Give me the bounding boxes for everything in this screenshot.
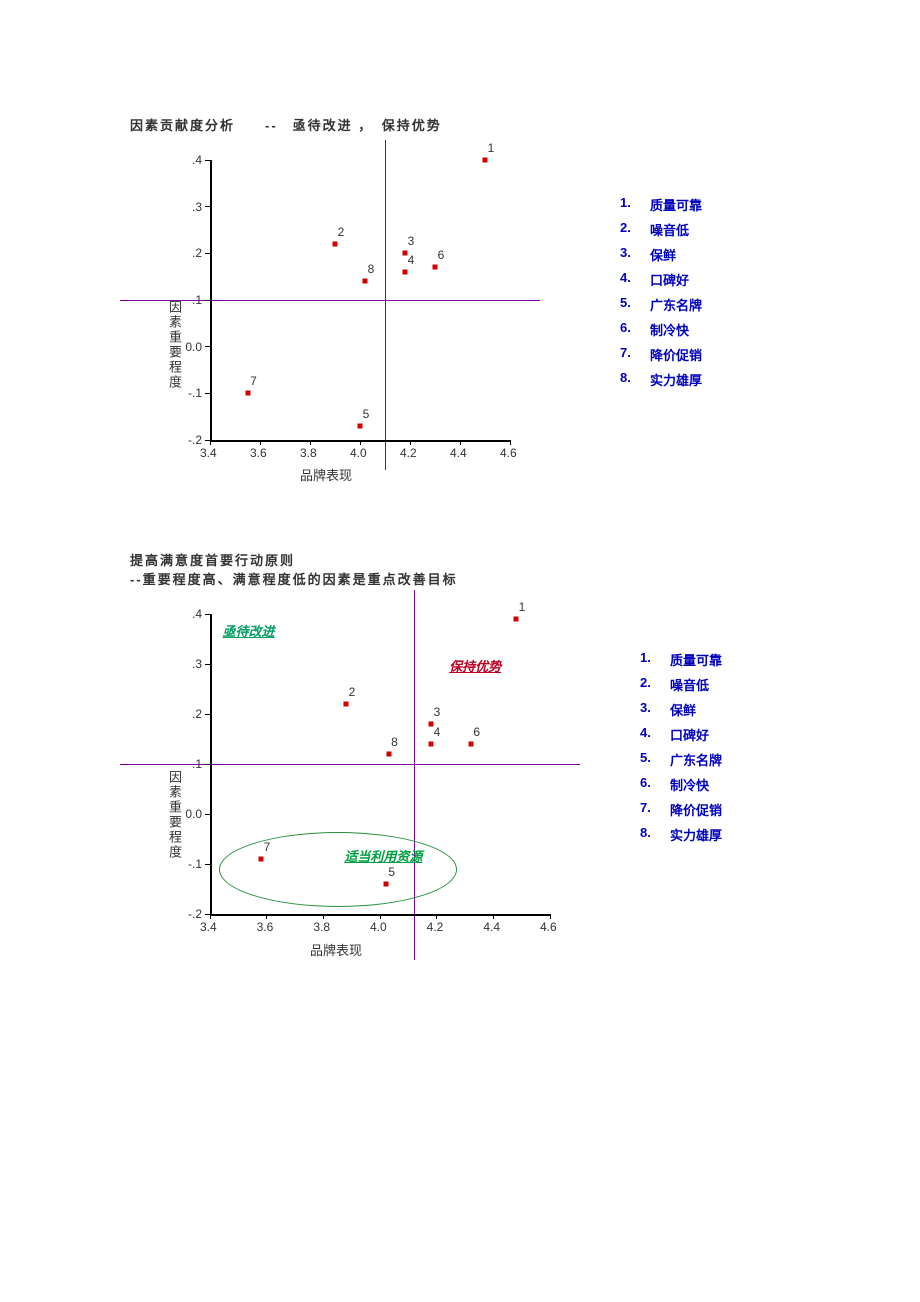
chart2-title: 提高满意度首要行动原则 --重要程度高、满意程度低的因素是重点改善目标 [130,550,458,588]
data-point-label: 7 [264,840,271,854]
ytick-label: 0.0 [185,807,202,821]
xtick-label: 4.0 [370,920,387,934]
data-point-1 [514,617,519,622]
data-point-5 [358,424,363,429]
xtick-label: 4.4 [450,446,467,460]
ytick-label: .4 [192,607,202,621]
legend-item: 7.降价促销 [620,345,702,364]
legend-item: 7.降价促销 [640,800,722,819]
xtick-label: 3.8 [313,920,330,934]
xtick-label: 4.2 [400,446,417,460]
quadrant-label: 保持优势 [449,656,501,675]
quadrant-label: 适当利用资源 [344,846,422,865]
chart2-ylabel: 因素重要程度 [165,770,184,860]
chart1-ylabel: 因素重要程度 [165,300,184,390]
legend-item: 4.口碑好 [640,725,722,744]
data-point-label: 4 [434,725,441,739]
data-point-label: 1 [488,141,495,155]
ytick-label: .1 [192,757,202,771]
ytick-label: .1 [192,293,202,307]
ytick-label: .3 [192,200,202,214]
ytick-label: 0.0 [185,340,202,354]
xtick-label: 4.6 [540,920,557,934]
xtick-label: 3.6 [257,920,274,934]
legend-item: 2.噪音低 [640,675,722,694]
page: 因素贡献度分析 -- 亟待改进 ， 保持优势 3.43.63.84.04.24.… [0,0,920,1302]
legend-item: 5.广东名牌 [620,295,702,314]
data-point-2 [344,702,349,707]
xtick-label: 3.4 [200,920,217,934]
chart2-xlabel: 品牌表现 [310,940,362,959]
data-point-6 [468,742,473,747]
data-point-label: 2 [338,225,345,239]
ytick-label: .2 [192,707,202,721]
data-point-label: 8 [391,735,398,749]
resource-ellipse [219,832,457,907]
data-point-label: 3 [408,235,415,249]
legend-item: 8.实力雄厚 [620,370,702,389]
data-point-label: 6 [438,249,445,263]
data-point-label: 1 [519,600,526,614]
data-point-label: 6 [473,725,480,739]
ytick-label: -.1 [188,857,202,871]
xtick-label: 4.0 [350,446,367,460]
legend-item: 8.实力雄厚 [640,825,722,844]
data-point-label: 5 [388,865,395,879]
data-point-label: 4 [408,253,415,267]
xtick-label: 4.6 [500,446,517,460]
data-point-8 [363,279,368,284]
data-point-2 [333,242,338,247]
legend2: 1.质量可靠 2.噪音低 3.保鲜 4.口碑好 5.广东名牌 6.制冷快 7.降价促销 8.实… [640,650,722,850]
quadrant-vline [414,590,416,960]
legend-item: 3.保鲜 [620,245,702,264]
legend-item: 4.口碑好 [620,270,702,289]
legend-item: 6.制冷快 [640,775,722,794]
data-point-label: 2 [349,685,356,699]
ytick-label: -.2 [188,433,202,447]
data-point-1 [483,158,488,163]
ytick-label: .4 [192,153,202,167]
ytick-label: -.2 [188,907,202,921]
chart1-title: 因素贡献度分析 -- 亟待改进 ， 保持优势 [130,115,442,135]
data-point-label: 5 [363,407,370,421]
xtick-label: 3.6 [250,446,267,460]
quadrant-hline [120,764,580,766]
data-point-4 [403,270,408,275]
legend-item: 3.保鲜 [640,700,722,719]
ytick-label: -.1 [188,386,202,400]
xtick-label: 3.8 [300,446,317,460]
quadrant-vline [385,140,387,470]
legend-item: 6.制冷快 [620,320,702,339]
legend-item: 5.广东名牌 [640,750,722,769]
data-point-label: 7 [250,375,257,389]
data-point-5 [383,882,388,887]
data-point-7 [259,857,264,862]
data-point-label: 3 [434,705,441,719]
legend-item: 1.质量可靠 [620,195,702,214]
xtick-label: 4.2 [427,920,444,934]
quadrant-label: 亟待改进 [223,621,275,640]
legend-item: 2.噪音低 [620,220,702,239]
data-point-label: 8 [368,263,375,277]
legend1: 1.质量可靠 2.噪音低 3.保鲜 4.口碑好 5.广东名牌 6.制冷快 7.降价促销 8.实… [620,195,702,395]
ytick-label: .3 [192,657,202,671]
xtick-label: 3.4 [200,446,217,460]
xtick-label: 4.4 [483,920,500,934]
chart1-xlabel: 品牌表现 [300,465,352,484]
y-axis [210,614,212,914]
data-point-6 [433,265,438,270]
data-point-4 [429,742,434,747]
data-point-8 [386,752,391,757]
legend-item: 1.质量可靠 [640,650,722,669]
y-axis [210,160,212,440]
ytick-label: .2 [192,246,202,260]
data-point-7 [245,391,250,396]
